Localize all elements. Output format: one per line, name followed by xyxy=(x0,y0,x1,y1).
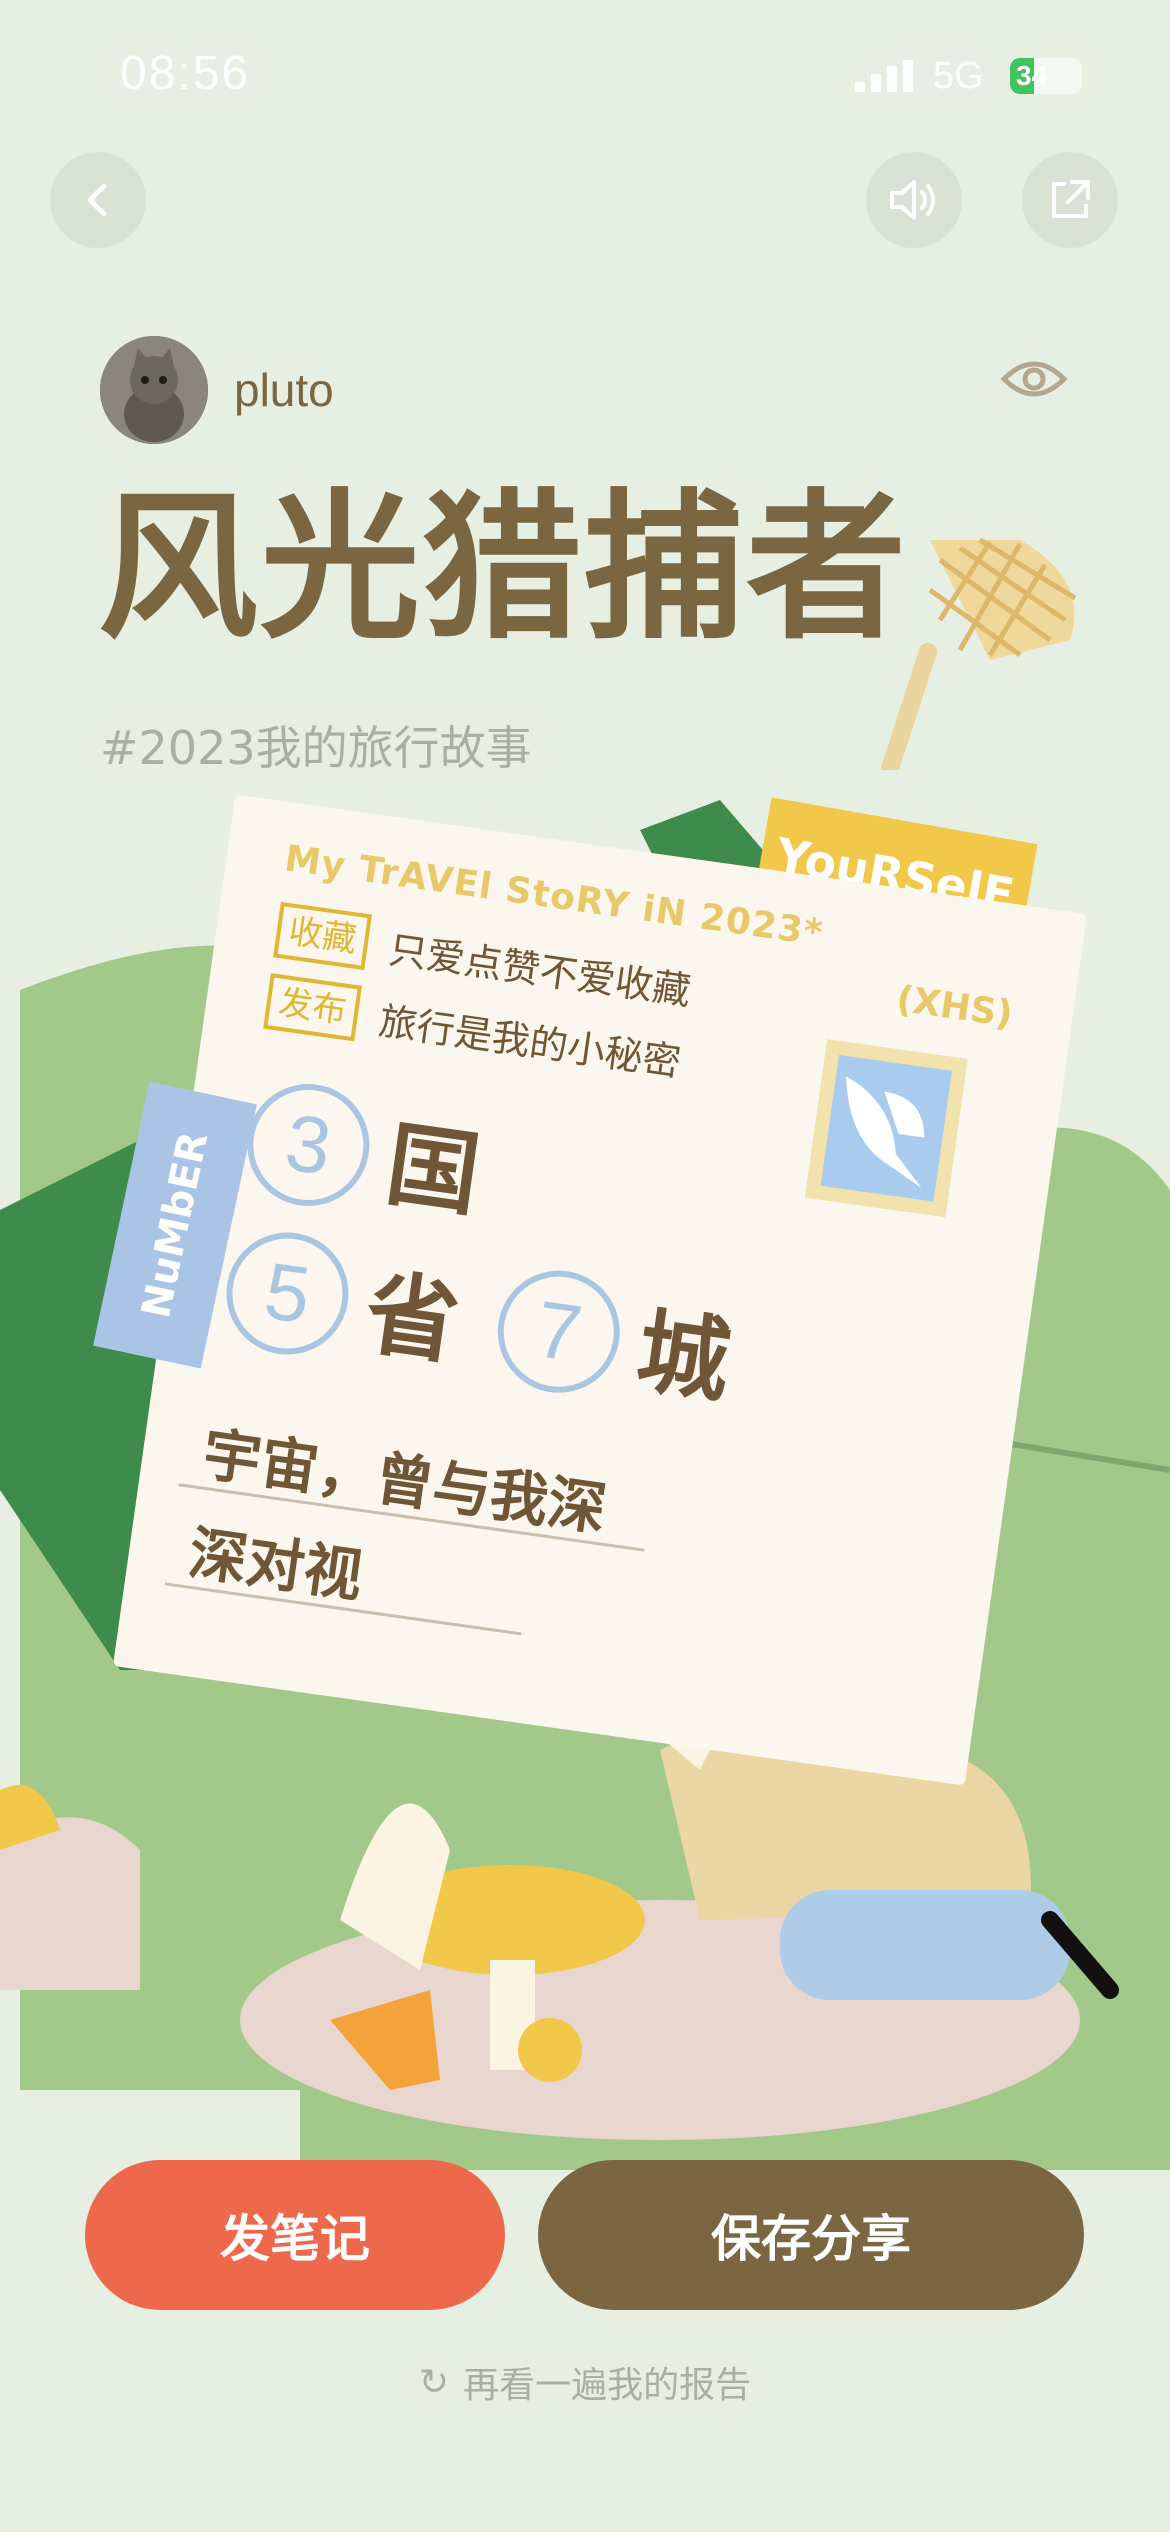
replay-link[interactable]: ↻ 再看一遍我的报告 xyxy=(0,2356,1170,2408)
back-button[interactable] xyxy=(50,152,146,248)
hashtag[interactable]: #2023我的旅行故事 xyxy=(100,721,532,775)
province-unit: 省 xyxy=(359,1259,466,1379)
battery-fill xyxy=(1010,58,1035,94)
user-row: pluto xyxy=(100,336,334,444)
sound-icon xyxy=(890,180,935,220)
back-icon xyxy=(87,183,107,217)
travel-story-card: My TrAVEl StoRY iN 2023* (XHS) 收藏 只爱点赞不爱… xyxy=(112,794,1088,1786)
bird-stamp xyxy=(804,1039,968,1218)
butterfly-net-illustration xyxy=(880,537,1077,770)
battery-icon: 34 xyxy=(1010,58,1082,94)
replay-icon: ↻ xyxy=(418,2361,450,2403)
save-share-button[interactable]: 保存分享 xyxy=(538,2160,1084,2310)
number-label: NuMbER xyxy=(132,1128,218,1322)
avatar[interactable] xyxy=(100,336,208,444)
city-count: 7 xyxy=(489,1262,628,1401)
country-count: 3 xyxy=(239,1075,378,1214)
share-icon xyxy=(1052,180,1090,218)
network-type: 5G xyxy=(933,55,984,97)
battery-level: 34 xyxy=(1016,60,1048,91)
cat-avatar-image xyxy=(100,336,208,444)
replay-label: 再看一遍我的报告 xyxy=(463,2365,752,2406)
stamp-bird-icon xyxy=(846,1076,925,1188)
status-bar: 08:56 5G 34 xyxy=(0,0,1170,140)
country-unit: 国 xyxy=(380,1110,487,1230)
status-time: 08:56 xyxy=(120,47,251,100)
username[interactable]: pluto xyxy=(234,364,334,416)
report-title: 风光猎捕者 xyxy=(98,474,909,661)
signal-icon xyxy=(855,60,913,92)
share-button[interactable] xyxy=(1022,152,1118,248)
eye-icon[interactable] xyxy=(1000,355,1068,403)
city-unit: 城 xyxy=(630,1297,737,1417)
province-count: 5 xyxy=(218,1224,357,1362)
post-note-button[interactable]: 发笔记 xyxy=(85,2160,505,2310)
sound-button[interactable] xyxy=(866,152,962,248)
